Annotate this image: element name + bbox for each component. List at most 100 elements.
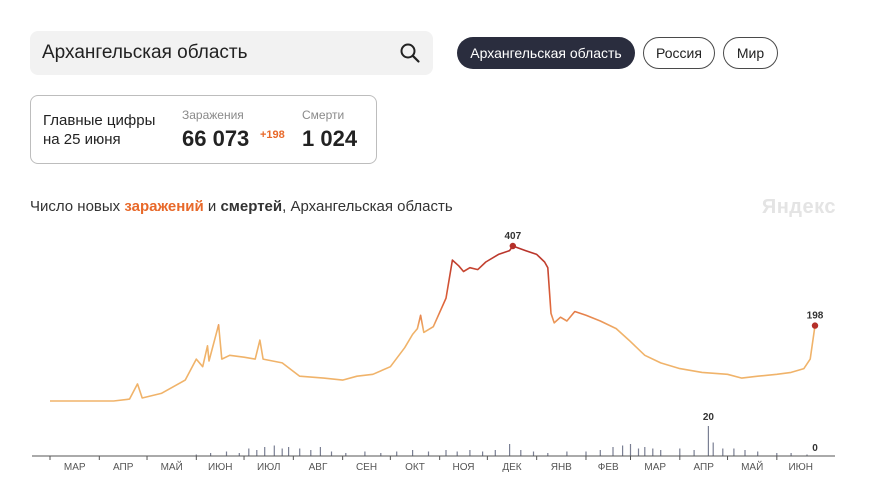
deaths-bar <box>482 451 484 456</box>
deaths-bar <box>469 450 471 456</box>
deaths-bar <box>427 451 430 456</box>
deaths-bar <box>679 448 681 456</box>
deaths-bar <box>757 451 759 456</box>
infections-label: Заражения <box>182 108 244 122</box>
deaths-bar <box>712 442 714 456</box>
deaths-bar <box>733 448 735 456</box>
deaths-bar <box>776 453 778 456</box>
infections-line <box>50 245 816 402</box>
month-tick-label: ИЮН <box>788 462 813 473</box>
search-box[interactable]: Архангельская область <box>30 31 433 75</box>
deaths-label: Смерти <box>302 108 345 122</box>
region-pill-world[interactable]: Мир <box>723 37 778 69</box>
deaths-bar <box>622 445 624 456</box>
deaths-bar <box>629 444 632 456</box>
month-tick-label: АВГ <box>309 462 328 473</box>
deaths-bar <box>380 453 382 456</box>
deaths-last-label: 0 <box>812 443 818 454</box>
deaths-bar <box>637 448 640 456</box>
deaths-bar <box>585 451 587 456</box>
deaths-bar <box>248 448 250 456</box>
month-tick-label: МАЙ <box>161 460 183 473</box>
month-tick-label: МАЙ <box>741 460 763 473</box>
deaths-bars <box>195 426 808 456</box>
chart-title-middle: и <box>203 198 221 215</box>
month-tick-label: МАР <box>64 462 86 473</box>
month-ticks: МАР АПР МАЙ ИЮН ИЮЛ АВГ СЕН ОКТ НОЯ ДЕК ЯНВ ФЕВ МАР А… <box>49 456 813 473</box>
deaths-bar <box>364 451 366 456</box>
deaths-bar <box>256 450 258 456</box>
deaths-bar <box>644 447 646 456</box>
region-pill-label: Архангельская область <box>470 45 622 61</box>
deaths-bar <box>273 445 275 456</box>
infections-peak-label: 407 <box>504 231 521 242</box>
deaths-bar <box>281 448 283 456</box>
month-tick-label: СЕН <box>356 462 377 473</box>
chart-title-deaths: смертей <box>220 198 283 215</box>
deaths-bar <box>707 426 709 456</box>
deaths-bar <box>319 447 321 456</box>
deaths-bar <box>547 453 549 456</box>
month-tick-label: ИЮЛ <box>257 462 280 473</box>
chart-title: Число новых заражений и смертей, Арханге… <box>30 198 453 215</box>
chart-title-infections: заражений <box>124 198 204 215</box>
region-pill-label: Россия <box>656 45 702 61</box>
main-stats-card: Главные цифры на 25 июня Заражения 66 07… <box>30 95 377 164</box>
month-tick-label: НОЯ <box>452 462 474 473</box>
yandex-logo: Яндекс <box>761 196 836 218</box>
month-tick-label: ДЕК <box>502 462 521 473</box>
region-pill-arkhangelsk[interactable]: Архангельская область <box>457 37 635 69</box>
deaths-bar <box>210 453 212 456</box>
month-tick-label: ФЕВ <box>598 462 619 473</box>
infections-peak-marker <box>509 242 517 250</box>
month-tick-label: ЯНВ <box>551 462 572 473</box>
deaths-bar <box>412 450 414 456</box>
deaths-bar <box>310 450 312 456</box>
deaths-bar <box>806 454 808 456</box>
infections-last-marker <box>811 322 819 329</box>
deaths-bar <box>566 451 568 456</box>
deaths-bar <box>494 450 496 456</box>
deaths-bar <box>790 453 792 456</box>
deaths-bar <box>612 447 614 456</box>
month-tick-label: АПР <box>693 462 714 473</box>
deaths-bar <box>445 450 447 456</box>
stats-heading-line2: на 25 июня <box>43 131 121 148</box>
search-input[interactable]: Архангельская область <box>42 42 248 63</box>
month-tick-label: ОКТ <box>405 462 425 473</box>
deaths-bar <box>225 451 228 456</box>
chart-title-prefix: Число новых <box>30 198 125 215</box>
deaths-bar <box>652 448 654 456</box>
month-tick-label: АПР <box>113 462 134 473</box>
deaths-bar <box>396 451 398 456</box>
deaths-bar <box>264 447 266 456</box>
stats-heading: Главные цифры на 25 июня <box>43 111 155 149</box>
deaths-bar <box>330 451 333 456</box>
deaths-max-label: 20 <box>703 412 715 423</box>
deaths-bar <box>345 453 347 456</box>
deaths-bar <box>660 450 662 456</box>
deaths-bar <box>509 444 511 456</box>
deaths-bar <box>238 453 240 456</box>
deaths-bar <box>599 450 601 456</box>
month-tick-label: МАР <box>644 462 666 473</box>
infections-last-label: 198 <box>807 311 824 322</box>
deaths-bar <box>722 448 724 456</box>
stats-heading-line1: Главные цифры <box>43 112 156 129</box>
search-icon[interactable] <box>399 42 421 64</box>
chart-title-suffix: , Архангельская область <box>282 198 453 215</box>
deaths-bar <box>744 450 746 456</box>
deaths-bar <box>456 451 458 456</box>
deaths-bar <box>299 448 301 456</box>
month-tick-label: ИЮН <box>208 462 233 473</box>
infections-delta: +198 <box>260 129 285 141</box>
deaths-bar <box>195 454 197 456</box>
deaths-bar <box>288 447 290 456</box>
deaths-value: 1 024 <box>302 126 358 151</box>
infections-value: 66 073 <box>182 126 250 151</box>
region-pill-label: Мир <box>736 45 765 61</box>
deaths-bar <box>532 451 535 456</box>
deaths-bar <box>520 450 522 456</box>
region-pill-russia[interactable]: Россия <box>643 37 715 69</box>
